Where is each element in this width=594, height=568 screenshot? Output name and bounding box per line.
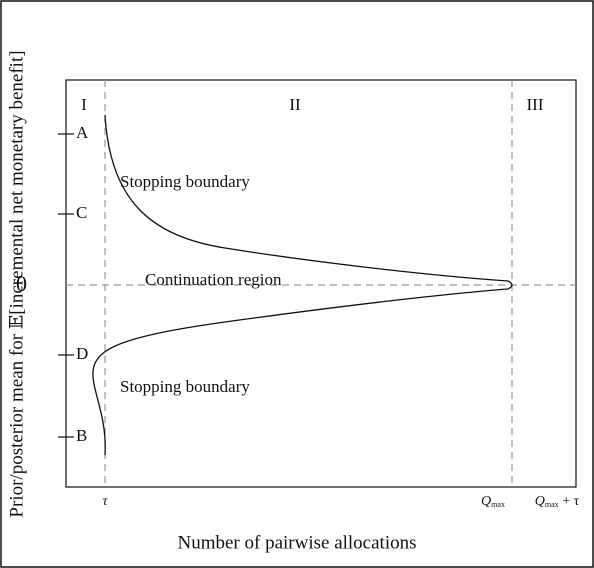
region-label: III	[527, 95, 544, 114]
y-tick-label: 0	[16, 271, 27, 296]
annotation: Stopping boundary	[120, 377, 250, 396]
y-tick-label: B	[76, 426, 87, 445]
stopping-boundary	[92, 114, 513, 456]
x-tick-label: τ	[102, 494, 108, 509]
y-axis-label: Prior/posterior mean for 𝔼[incremental n…	[6, 50, 27, 517]
y-tick-label: A	[76, 123, 89, 142]
annotation: Stopping boundary	[120, 172, 250, 191]
y-tick-label: C	[76, 203, 87, 222]
plot-frame	[65, 79, 577, 488]
region-label: II	[289, 95, 301, 114]
annotation: Continuation region	[145, 270, 282, 289]
x-tick-label: Qmax + τ	[535, 494, 580, 509]
x-axis-label: Number of pairwise allocations	[177, 532, 416, 553]
region-label: I	[81, 95, 87, 114]
x-tick-label: Qmax	[481, 494, 505, 509]
y-tick-label: D	[76, 344, 88, 363]
